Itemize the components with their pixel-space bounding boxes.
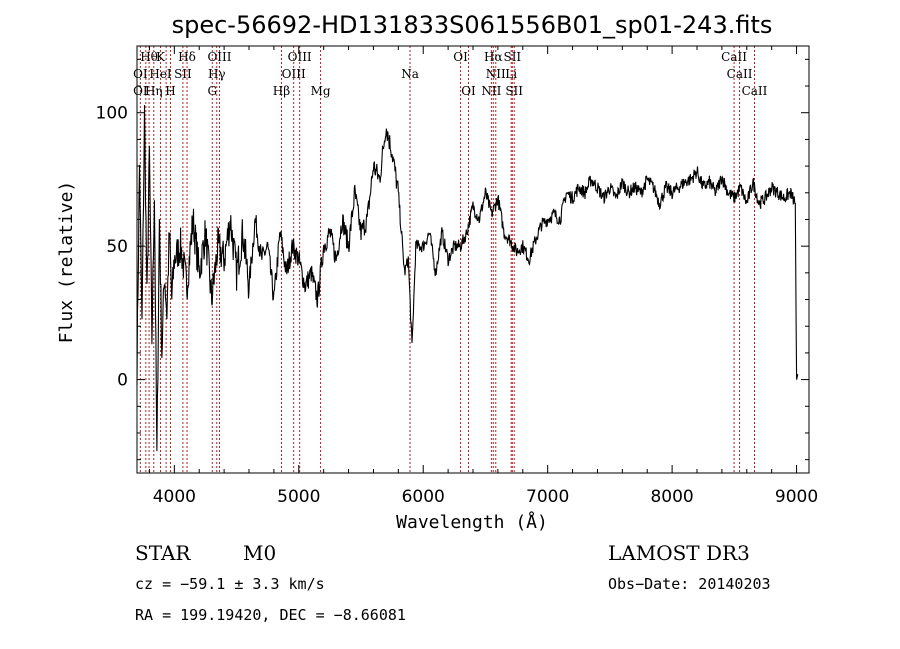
survey-release: LAMOST DR3 bbox=[608, 541, 750, 565]
line-label-r2-7: NII bbox=[481, 84, 501, 98]
line-label-r2-5: Mg bbox=[311, 84, 331, 98]
line-label-r1-4: OIII bbox=[282, 67, 306, 81]
y-tick-label-50: 50 bbox=[106, 237, 128, 257]
line-label-r0-2: Hδ bbox=[178, 50, 196, 64]
line-label-r1-6: NII bbox=[486, 67, 506, 81]
x-tick-label-4000: 4000 bbox=[153, 487, 196, 507]
line-label-r1-1: HeI bbox=[149, 67, 172, 81]
x-tick-label-5000: 5000 bbox=[277, 487, 320, 507]
object-class: STAR bbox=[135, 541, 191, 565]
line-label-r0-3: OIII bbox=[207, 50, 231, 64]
x-tick-label-9000: 9000 bbox=[775, 487, 818, 507]
observation-date: Obs−Date: 20140203 bbox=[608, 575, 771, 593]
line-label-r2-8: SII bbox=[505, 84, 523, 98]
line-label-r0-5: OI bbox=[453, 50, 468, 64]
line-label-r2-9: CaII bbox=[742, 84, 768, 98]
line-label-r2-1: Hη bbox=[145, 84, 163, 98]
coordinates: RA = 199.19420, DEC = −8.66081 bbox=[135, 606, 406, 624]
line-label-r1-8: CaII bbox=[727, 67, 753, 81]
x-axis-label: Wavelength (Å) bbox=[396, 511, 548, 533]
line-label-r1-7: Li bbox=[505, 67, 517, 81]
x-axis: 4000 5000 6000 7000 8000 9000 bbox=[148, 46, 818, 507]
line-label-r0-8: CaII bbox=[721, 50, 747, 64]
line-label-r1-5: Na bbox=[401, 67, 419, 81]
spectrum-series-line bbox=[136, 104, 799, 452]
x-tick-label-7000: 7000 bbox=[526, 487, 569, 507]
line-label-r2-6: OI bbox=[461, 84, 476, 98]
redshift-velocity: cz = −59.1 ± 3.3 km/s bbox=[135, 575, 325, 593]
line-label-r0-1: K bbox=[156, 50, 166, 64]
chart-title: spec-56692-HD131833S061556B01_sp01-243.f… bbox=[172, 11, 773, 39]
y-axis: 0 50 100 bbox=[96, 58, 809, 461]
line-label-r2-4: Hβ bbox=[273, 84, 290, 98]
line-label-r0-6: Hα bbox=[484, 50, 503, 64]
x-tick-label-8000: 8000 bbox=[650, 487, 693, 507]
line-label-r1-0: OI bbox=[133, 67, 148, 81]
line-label-r1-2: SII bbox=[174, 67, 192, 81]
x-tick-label-6000: 6000 bbox=[402, 487, 445, 507]
object-subclass: M0 bbox=[243, 541, 276, 565]
line-label-r2-3: G bbox=[207, 84, 217, 98]
line-label-r0-0: Hθ bbox=[140, 50, 158, 64]
line-label-r0-4: OIII bbox=[288, 50, 312, 64]
line-label-r2-2: H bbox=[165, 84, 175, 98]
y-tick-label-0: 0 bbox=[117, 371, 128, 391]
y-tick-label-100: 100 bbox=[96, 104, 128, 124]
y-axis-label: Flux (relative) bbox=[56, 181, 77, 344]
line-label-r1-3: Hγ bbox=[208, 67, 226, 81]
line-label-r0-7: SII bbox=[503, 50, 521, 64]
